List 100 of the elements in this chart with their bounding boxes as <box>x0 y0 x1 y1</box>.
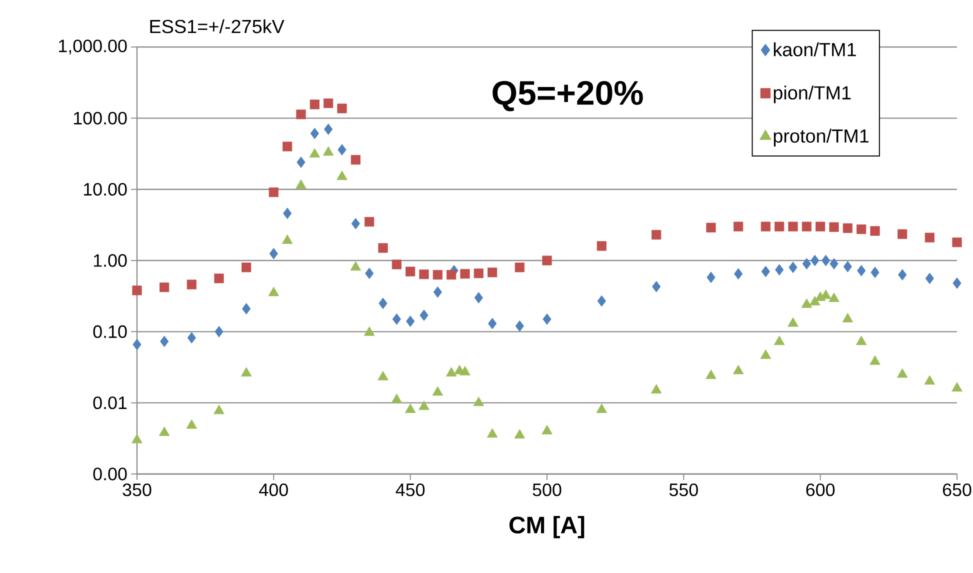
point <box>842 312 854 322</box>
y-tick-label: 0.00 <box>93 468 127 480</box>
point <box>404 404 416 413</box>
point <box>774 336 785 346</box>
x-tick-label: 600 <box>806 483 835 496</box>
legend-label: kaon/TM1 <box>774 42 856 56</box>
point <box>734 268 743 280</box>
point <box>351 218 360 230</box>
point <box>898 229 908 239</box>
point <box>365 268 374 280</box>
point <box>406 316 415 327</box>
point <box>761 266 770 278</box>
point <box>214 274 224 284</box>
point <box>214 404 224 414</box>
point <box>924 375 936 385</box>
point <box>296 110 306 120</box>
y-tick-label: 0.01 <box>93 396 127 410</box>
point <box>706 222 716 232</box>
point <box>474 292 483 304</box>
point <box>378 370 388 380</box>
x-tick-label: 650 <box>942 483 972 496</box>
point <box>160 282 170 292</box>
point <box>596 404 608 413</box>
point <box>473 396 484 406</box>
point <box>732 364 744 374</box>
point <box>706 370 716 379</box>
point <box>542 256 552 266</box>
point <box>829 222 839 232</box>
point <box>542 424 552 434</box>
legend-label: proton/TM1 <box>774 128 869 146</box>
point <box>160 336 169 348</box>
point <box>132 434 142 444</box>
point <box>186 280 196 290</box>
point <box>433 286 442 298</box>
point <box>186 419 198 429</box>
point <box>515 320 524 332</box>
point <box>788 317 798 327</box>
point <box>896 368 908 378</box>
point <box>830 258 838 270</box>
point <box>419 270 429 280</box>
point <box>828 292 840 302</box>
point <box>856 336 867 346</box>
point <box>446 367 457 377</box>
point <box>324 98 334 108</box>
point <box>788 262 798 274</box>
point <box>842 223 852 233</box>
y-tick-label: 1,000.00 <box>59 40 127 54</box>
point <box>296 156 306 168</box>
point <box>514 429 526 438</box>
point <box>378 298 388 310</box>
point <box>132 286 142 296</box>
point <box>460 269 470 279</box>
point <box>240 367 252 377</box>
point <box>597 295 606 307</box>
point <box>788 222 798 232</box>
point <box>269 248 278 260</box>
y-tick-label: 10.00 <box>84 182 127 196</box>
point <box>706 272 716 284</box>
point <box>214 326 224 338</box>
point <box>650 384 662 394</box>
point <box>350 155 360 165</box>
point <box>857 264 866 276</box>
point <box>282 142 292 152</box>
point <box>856 224 866 234</box>
y-tick-label: 0.10 <box>93 325 127 338</box>
point <box>801 298 812 308</box>
point <box>821 254 830 266</box>
chart-title: ESS1=+/-275kV <box>150 19 284 34</box>
point <box>760 222 770 232</box>
legend-label: pion/TM1 <box>774 86 851 104</box>
x-tick-label: 400 <box>259 483 288 496</box>
point <box>952 238 962 248</box>
point <box>924 232 934 242</box>
point <box>364 326 375 336</box>
point <box>337 104 347 114</box>
x-tick-label: 500 <box>532 483 562 496</box>
point <box>283 208 292 220</box>
point <box>488 318 497 330</box>
point <box>420 310 428 321</box>
point <box>310 100 320 110</box>
point <box>596 241 606 251</box>
point <box>652 280 661 292</box>
point <box>870 266 880 278</box>
point <box>774 222 784 232</box>
point <box>338 144 346 156</box>
point <box>652 230 662 240</box>
point <box>810 254 820 266</box>
point <box>324 124 333 135</box>
point <box>310 128 319 140</box>
point <box>242 303 251 314</box>
point <box>474 268 484 278</box>
point <box>418 400 430 410</box>
point <box>391 394 402 404</box>
y-tick-label: 100.00 <box>74 112 127 125</box>
point <box>268 187 278 198</box>
point <box>132 338 142 350</box>
point <box>187 332 196 344</box>
point <box>392 313 401 325</box>
point <box>802 258 811 270</box>
point <box>898 269 907 280</box>
